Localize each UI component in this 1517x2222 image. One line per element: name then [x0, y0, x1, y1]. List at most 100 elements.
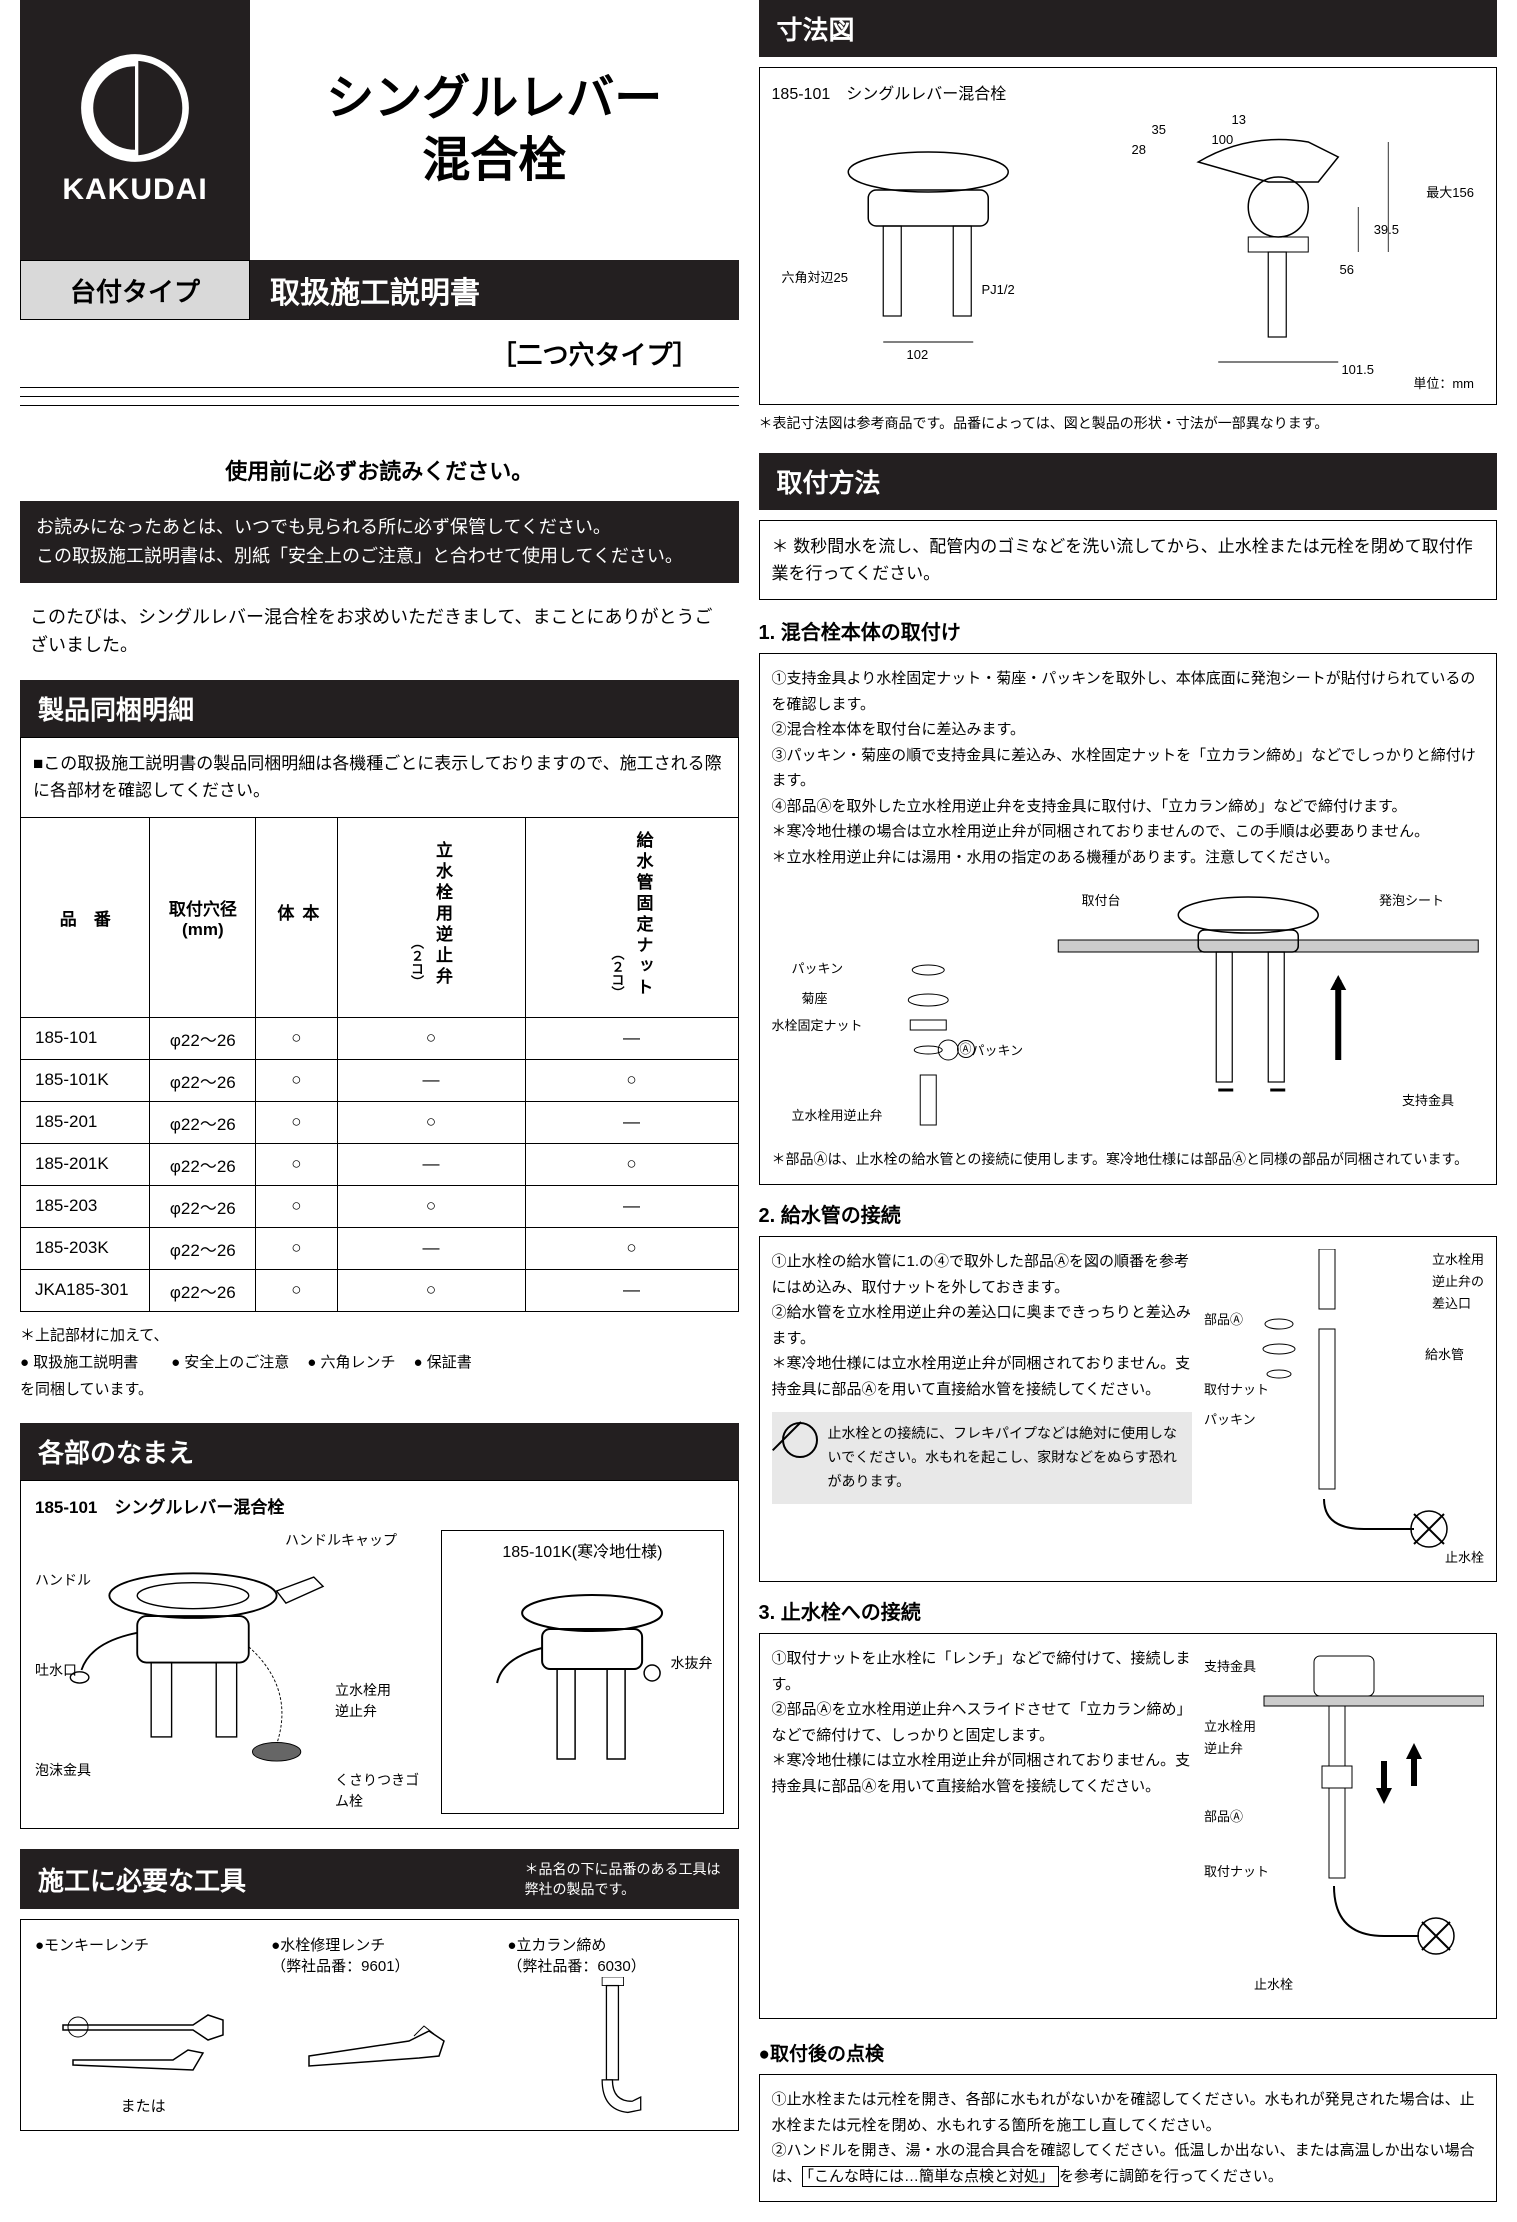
- parts-diagram: 185-101 シングルレバー混合栓: [20, 1480, 739, 1830]
- check-boxed: 「こんな時には…簡単な点検と対処」: [802, 2166, 1060, 2187]
- table-row: 185-203φ22～26○○—: [21, 1185, 739, 1227]
- faucet-diagram-icon: [35, 1530, 425, 1810]
- read-before-notice: 使用前に必ずお読みください。: [20, 414, 739, 501]
- table-cell: —: [337, 1227, 525, 1269]
- tools-box: ●モンキーレンチ または ●水栓修理レンチ （弊社品番：9601）: [20, 1919, 739, 2131]
- s1-a: Ⓐ: [957, 1040, 975, 1058]
- table-cell: ○: [337, 1101, 525, 1143]
- label-checkvalve: 立水栓用 逆止弁: [335, 1680, 391, 1722]
- title-line2: 混合栓: [422, 134, 566, 187]
- diagram-model: 185-101 シングルレバー混合栓: [35, 1495, 724, 1521]
- s2-insert: 立水栓用 逆止弁の 差込口: [1432, 1249, 1484, 1315]
- dim-1015: 101.5: [1341, 362, 1374, 377]
- s3-parta: 部品Ⓐ: [1204, 1806, 1243, 1828]
- foot-item: ● 取扱施工説明書 を同梱しています。: [20, 1349, 153, 1403]
- dimensions-header: 寸法図: [759, 0, 1497, 57]
- dim-note: ＊表記寸法図は参考商品です。品番によっては、図と製品の形状・寸法が一部異なります…: [759, 413, 1497, 433]
- step3-box: ①取付ナットを止水栓に「レンチ」などで締付けて、接続します。②部品Ⓐを立水栓用逆…: [759, 1633, 1497, 2019]
- divider: [20, 396, 739, 397]
- table-cell: ○: [525, 1059, 738, 1101]
- monkey-wrench-icon: [53, 1965, 233, 2085]
- step-line: ①止水栓の給水管に1.の④で取外した部品Ⓐを図の順番を参考にはめ込み、取付ナット…: [772, 1249, 1192, 1300]
- table-cell: 185-201K: [21, 1143, 150, 1185]
- foot-item: ● 保証書: [414, 1349, 472, 1376]
- table-row: 185-201Kφ22～26○—○: [21, 1143, 739, 1185]
- step1-note-a: ＊部品Ⓐは、止水栓の給水管との接続に使用します。寒冷地仕様には部品Ⓐと同様の部品…: [772, 1148, 1484, 1172]
- table-cell: 185-203K: [21, 1227, 150, 1269]
- s2-nut: 取付ナット: [1204, 1379, 1269, 1401]
- table-cell: —: [525, 1101, 738, 1143]
- table-cell: φ22～26: [150, 1101, 256, 1143]
- step-line: ＊寒冷地仕様には立水栓用逆止弁が同梱されておりません。支持金具に部品Ⓐを用いて直…: [772, 1748, 1192, 1799]
- step2-warning: 止水栓との接続に、フレキパイプなどは絶対に使用しないでください。水もれを起こし、…: [772, 1412, 1192, 1503]
- warn-text: 止水栓との接続に、フレキパイプなどは絶対に使用しないでください。水もれを起こし、…: [828, 1422, 1182, 1493]
- cold-model-title: 185-101K(寒冷地仕様): [452, 1541, 712, 1565]
- label-handlecap: ハンドルキャップ: [285, 1530, 397, 1551]
- table-cell: φ22～26: [150, 1143, 256, 1185]
- step-line: ①取付ナットを止水栓に「レンチ」などで締付けて、接続します。: [772, 1646, 1192, 1697]
- step-line: ＊寒冷地仕様には立水栓用逆止弁が同梱されておりません。支持金具に部品Ⓐを用いて直…: [772, 1351, 1192, 1402]
- s1-foam: 発泡シート: [1379, 890, 1444, 912]
- s1-kiku: 菊座: [802, 988, 828, 1010]
- col-model: 品 番: [21, 817, 150, 1017]
- label-handle: ハンドル: [35, 1570, 91, 1591]
- step-line: ＊立水栓用逆止弁には湯用・水用の指定のある機種があります。注意してください。: [772, 845, 1484, 871]
- dim-13: 13: [1232, 112, 1246, 127]
- dim-model: 185-101 シングルレバー混合栓: [772, 80, 1484, 104]
- foot-item: ● 六角レンチ: [307, 1349, 395, 1376]
- check-box: ①止水栓または元栓を開き、各部に水もれがないかを確認してください。水もれが発見さ…: [759, 2074, 1497, 2202]
- table-cell: ○: [337, 1017, 525, 1059]
- kakudai-logo-icon: [80, 53, 190, 163]
- table-cell: ○: [337, 1269, 525, 1311]
- table-cell: ○: [256, 1101, 337, 1143]
- dim-28: 28: [1132, 142, 1146, 157]
- table-cell: ○: [256, 1185, 337, 1227]
- step2-title: 2. 給水管の接続: [759, 1199, 1497, 1228]
- parts-list-header: 製品同梱明細: [20, 680, 739, 737]
- step-line: ④部品Ⓐを取外した立水栓用逆止弁を支持金具に取付け、「立カラン締め」などで締付け…: [772, 794, 1484, 820]
- table-row: 185-203Kφ22～26○—○: [21, 1227, 739, 1269]
- table-cell: —: [337, 1143, 525, 1185]
- col-hole: 取付穴径 (mm): [150, 817, 256, 1017]
- brand-logo-box: KAKUDAI: [20, 0, 250, 260]
- dim-35: 35: [1152, 122, 1166, 137]
- col-checkvalve: （２コ）立水栓用逆止弁: [337, 817, 525, 1017]
- s2-packing: パッキン: [1204, 1409, 1256, 1431]
- step3-title: 3. 止水栓への接続: [759, 1596, 1497, 1625]
- notice-line: この取扱施工説明書は、別紙「安全上のご注意」と合わせて使用してください。: [36, 542, 723, 571]
- dim-395: 39.5: [1374, 222, 1399, 237]
- step-line: ③パッキン・菊座の順で支持金具に差込み、水栓固定ナットを「立カラン締め」などでし…: [772, 743, 1484, 794]
- thanks-message: このたびは、シングルレバー混合栓をお求めいただきまして、まことにありがとうござい…: [20, 583, 739, 681]
- notice-line: お読みになったあとは、いつでも見られる所に必ず保管してください。: [36, 513, 723, 542]
- table-row: 185-201φ22～26○○—: [21, 1101, 739, 1143]
- s2-stop: 止水栓: [1445, 1547, 1484, 1569]
- cold-faucet-icon: [452, 1573, 712, 1803]
- table-cell: φ22～26: [150, 1059, 256, 1101]
- dimensions-box: 185-101 シングルレバー混合栓 六角対辺25 P: [759, 67, 1497, 405]
- table-cell: ○: [256, 1143, 337, 1185]
- label-spout: 吐水口: [35, 1660, 77, 1681]
- table-cell: φ22～26: [150, 1227, 256, 1269]
- flush-note: ＊ 数秒間水を流し、配管内のゴミなどを洗い流してから、止水栓または元栓を閉めて取…: [759, 520, 1497, 600]
- step3-diagram-icon: [1204, 1646, 1484, 2006]
- col-nut: （２コ）給水管固定ナット: [525, 817, 738, 1017]
- table-cell: ○: [525, 1227, 738, 1269]
- dim-max156: 最大156: [1426, 182, 1474, 201]
- title-line1: シングルレバー: [326, 72, 662, 125]
- check-line1: ①止水栓または元栓を開き、各部に水もれがないかを確認してください。水もれが発見さ…: [772, 2087, 1484, 2138]
- step1-title: 1. 混合栓本体の取付け: [759, 616, 1497, 645]
- dim-102: 102: [907, 347, 929, 362]
- prohibit-icon: [782, 1422, 818, 1458]
- table-cell: 185-101: [21, 1017, 150, 1059]
- foot-item: ● 安全上のご注意: [171, 1349, 289, 1376]
- s2-parta: 部品Ⓐ: [1204, 1309, 1243, 1331]
- table-cell: —: [525, 1185, 738, 1227]
- check-line2: ②ハンドルを開き、湯・水の混合具合を確認してください。低温しか出ない、または高温…: [772, 2138, 1484, 2189]
- table-row: JKA185-301φ22～26○○—: [21, 1269, 739, 1311]
- step1-diagram-icon: [772, 880, 1484, 1140]
- repair-wrench-icon: [289, 1986, 469, 2106]
- dimension-diagram-icon: [772, 112, 1484, 392]
- basin-wrench-icon: [555, 1977, 675, 2114]
- s1-nut: 水栓固定ナット: [772, 1015, 863, 1037]
- tools-note: ＊品名の下に品番のある工具は 弊社の製品です。: [525, 1859, 721, 1899]
